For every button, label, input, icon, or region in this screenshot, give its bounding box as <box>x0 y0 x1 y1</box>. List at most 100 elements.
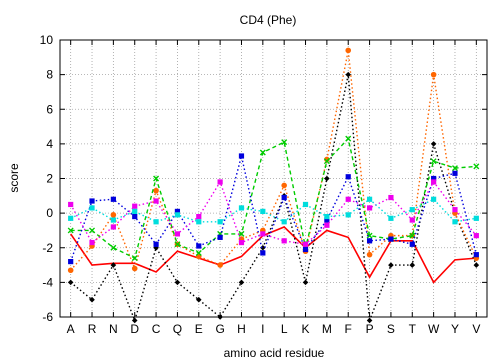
data-point <box>281 182 287 189</box>
data-point <box>366 232 373 239</box>
data-point <box>259 149 266 156</box>
x-tick-label: H <box>237 322 246 336</box>
x-tick-label: D <box>130 322 139 336</box>
data-point <box>302 201 309 208</box>
data-point <box>89 205 95 211</box>
y-tick-label: -4 <box>42 275 53 289</box>
data-point <box>388 236 394 242</box>
data-point <box>195 249 202 256</box>
data-point <box>238 205 245 211</box>
data-point <box>324 217 330 223</box>
data-point <box>238 279 245 286</box>
data-point <box>431 179 437 185</box>
x-tick-label: C <box>152 322 161 336</box>
x-tick-label: Y <box>451 322 459 336</box>
data-point <box>345 71 352 78</box>
x-tick-label: F <box>345 322 352 336</box>
data-point <box>324 175 330 182</box>
data-point <box>366 196 373 202</box>
x-tick-label: G <box>215 322 224 336</box>
x-tick-label: A <box>67 322 75 336</box>
data-point <box>110 217 116 223</box>
y-tick-label: 4 <box>46 137 53 151</box>
data-point <box>430 158 437 165</box>
data-point <box>153 175 160 182</box>
x-tick-label: S <box>387 322 395 336</box>
x-tick-label: P <box>366 322 374 336</box>
data-point <box>324 213 330 220</box>
data-point <box>174 241 181 248</box>
data-point <box>366 317 373 324</box>
data-point <box>153 219 159 225</box>
data-point <box>238 230 245 237</box>
data-point <box>110 212 117 218</box>
y-tick-label: -6 <box>42 310 53 324</box>
data-point <box>366 251 373 258</box>
data-point <box>451 165 458 172</box>
x-tick-label: L <box>281 322 288 336</box>
y-axis-ticks: -6 -4 -2 0 2 4 6 8 10 <box>40 33 487 324</box>
series-line <box>70 198 477 223</box>
data-point <box>132 203 138 209</box>
x-tick-label: E <box>195 322 203 336</box>
data-point <box>324 222 330 228</box>
data-point <box>452 219 458 225</box>
data-point <box>67 227 74 234</box>
chart-title: CD4 (Phe) <box>240 13 297 27</box>
data-point <box>260 231 266 237</box>
x-tick-label: N <box>109 322 118 336</box>
y-tick-label: 6 <box>46 102 53 116</box>
data-point <box>89 198 95 204</box>
series-line <box>70 74 477 323</box>
data-point <box>281 194 287 201</box>
x-tick-label: M <box>322 322 332 336</box>
data-point <box>153 187 159 194</box>
data-point <box>89 227 96 234</box>
x-tick-label: K <box>302 322 310 336</box>
series-line <box>70 155 478 262</box>
data-point <box>388 262 394 268</box>
y-tick-label: -2 <box>42 241 53 255</box>
data-point <box>67 279 74 286</box>
series-line <box>70 226 477 284</box>
series-5 <box>68 179 479 247</box>
data-point <box>409 207 415 213</box>
data-point <box>302 279 309 286</box>
data-point <box>345 135 352 142</box>
data-point <box>409 262 416 268</box>
y-axis-title: score <box>7 163 21 193</box>
x-axis-title: amino acid residue <box>224 346 325 360</box>
data-point <box>324 156 330 163</box>
data-point <box>153 241 159 247</box>
data-point <box>345 212 351 218</box>
data-point <box>196 213 202 220</box>
data-point <box>366 238 373 244</box>
data-point <box>281 139 288 146</box>
data-point <box>473 163 480 170</box>
y-tick-label: 8 <box>46 68 53 82</box>
data-point <box>132 208 138 214</box>
data-point <box>131 317 138 324</box>
data-point <box>409 217 415 223</box>
data-point <box>388 194 394 201</box>
data-point <box>260 208 266 214</box>
data-point <box>473 233 479 239</box>
series-4 <box>68 153 479 265</box>
data-point <box>153 198 159 204</box>
data-point <box>131 265 138 272</box>
data-point <box>473 262 480 268</box>
y-tick-label: 10 <box>40 33 54 47</box>
data-point <box>238 153 245 159</box>
data-point <box>345 47 352 54</box>
data-point <box>430 71 437 78</box>
series-2 <box>67 47 480 274</box>
data-point <box>89 239 95 246</box>
x-tick-label: R <box>88 322 97 336</box>
data-point <box>452 207 458 213</box>
data-point <box>238 239 245 246</box>
data-point <box>196 243 202 249</box>
data-point <box>174 231 181 237</box>
series-layer <box>67 47 480 324</box>
data-point <box>302 241 309 247</box>
